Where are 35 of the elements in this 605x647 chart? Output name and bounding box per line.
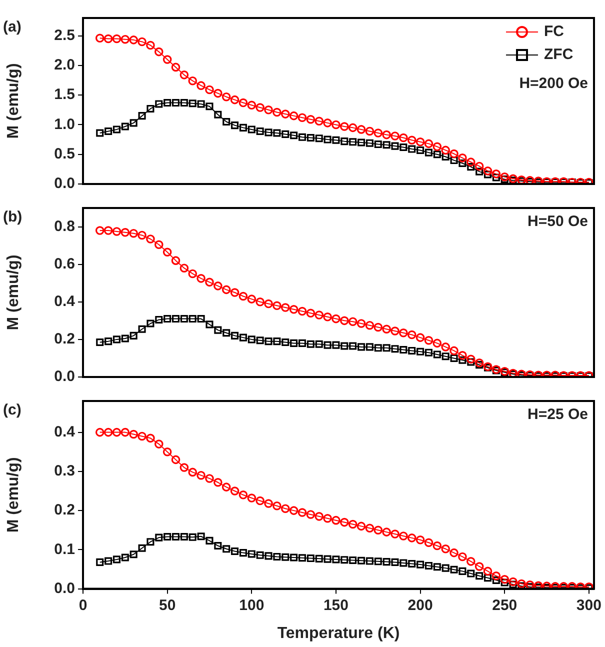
- y-tick-label: 0.0: [54, 175, 75, 192]
- y-axis-title: M (emu/g): [5, 457, 22, 533]
- y-tick-label: 0.3: [54, 462, 75, 480]
- y-tick-label: 0.2: [54, 330, 75, 348]
- y-tick-label: 0.6: [54, 255, 75, 272]
- x-axis-title: Temperature (K): [277, 624, 400, 642]
- annotation: H=25 Oe: [528, 406, 588, 424]
- y-tick-label: 2.5: [54, 26, 75, 44]
- text: (b): [3, 208, 22, 226]
- y-tick-label: 0.4: [54, 423, 76, 440]
- legend-label: ZFC: [544, 46, 574, 64]
- x-tick-label: 300: [576, 596, 602, 614]
- y-axis-title: M (emu/g): [5, 254, 22, 330]
- y-tick-label: 0.2: [54, 502, 75, 519]
- y-axis-title: M (emu/g): [5, 63, 22, 139]
- y-tick-label: 0.4: [54, 293, 76, 310]
- y-tick-label: 0.5: [54, 146, 75, 162]
- y-tick-label: 0.0: [54, 580, 75, 597]
- annotation: H=200 Oe: [519, 75, 588, 92]
- x-tick-label: 250: [492, 596, 518, 614]
- x-tick-label: 150: [323, 596, 348, 614]
- text: (c): [3, 402, 22, 419]
- x-tick-label: 100: [239, 596, 264, 614]
- y-tick-label: 0.8: [54, 218, 75, 235]
- y-tick-label: 1.5: [54, 86, 75, 104]
- legend-label: FC: [544, 23, 564, 40]
- annotation: H=50 Oe: [528, 213, 588, 230]
- x-tick-label: 0: [78, 596, 88, 614]
- x-tick-label: 50: [158, 596, 176, 614]
- x-tick-label: 200: [408, 596, 433, 614]
- y-tick-label: 0.0: [54, 368, 75, 386]
- y-tick-label: 1.0: [54, 116, 75, 133]
- y-tick-label: 2.0: [54, 56, 75, 74]
- text: (a): [3, 18, 22, 36]
- y-tick-label: 0.1: [54, 540, 75, 558]
